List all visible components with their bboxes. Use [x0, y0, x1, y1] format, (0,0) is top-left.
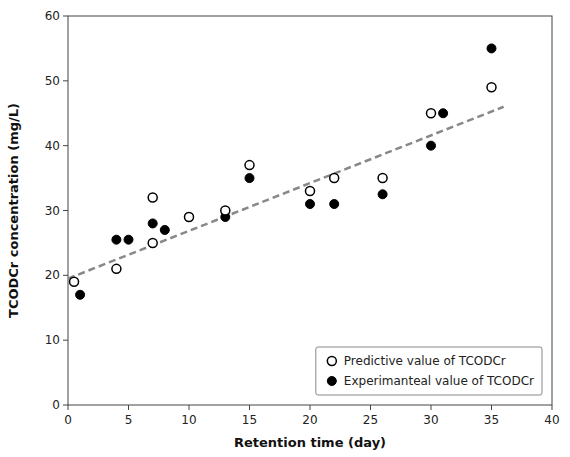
legend-marker [327, 357, 336, 366]
open-point [148, 238, 157, 247]
x-tick [552, 405, 553, 410]
y-tick-label: 0 [52, 398, 60, 412]
open-point [221, 206, 230, 215]
filled-point [330, 200, 339, 209]
x-tick [249, 405, 250, 410]
x-tick [68, 405, 69, 410]
y-tick-label: 60 [45, 9, 60, 23]
open-point [330, 174, 339, 183]
open-point [112, 264, 121, 273]
chart: 0 5 10 15 20 25 30 35 40 0 10 20 30 40 50 60 Retention t… [0, 0, 570, 457]
y-tick [63, 145, 68, 146]
filled-point [245, 174, 254, 183]
x-tick-label: 30 [423, 413, 438, 427]
open-point [70, 277, 79, 286]
y-tick [63, 275, 68, 276]
x-tick-label: 20 [302, 413, 317, 427]
open-point [306, 187, 315, 196]
y-tick [63, 210, 68, 211]
filled-point [112, 235, 121, 244]
x-tick-label: 10 [181, 413, 196, 427]
filled-point [160, 225, 169, 234]
filled-point [427, 141, 436, 150]
legend-marker [327, 377, 336, 386]
y-tick [63, 340, 68, 341]
filled-point [124, 235, 133, 244]
trend-line [68, 107, 504, 279]
open-point [245, 161, 254, 170]
filled-point [148, 219, 157, 228]
y-tick-label: 20 [45, 268, 60, 282]
legend-label: Experimanteal value of TCODCr [344, 374, 534, 388]
y-tick [63, 405, 68, 406]
filled-point [487, 44, 496, 53]
y-tick [63, 80, 68, 81]
plot-area [68, 44, 504, 299]
filled-point [378, 190, 387, 199]
x-tick [128, 405, 129, 410]
x-tick [310, 405, 311, 410]
x-tick [189, 405, 190, 410]
x-tick [491, 405, 492, 410]
y-tick-label: 50 [45, 74, 60, 88]
x-tick-label: 0 [64, 413, 72, 427]
filled-point [306, 200, 315, 209]
x-tick-label: 5 [125, 413, 133, 427]
x-tick-label: 40 [544, 413, 559, 427]
filled-point [76, 290, 85, 299]
x-tick-label: 25 [363, 413, 378, 427]
x-tick [370, 405, 371, 410]
filled-point [185, 212, 194, 221]
x-axis-label: Retention time (day) [234, 435, 386, 450]
y-tick-label: 40 [45, 139, 60, 153]
y-tick [63, 16, 68, 17]
open-point [378, 174, 387, 183]
open-point [427, 109, 436, 118]
x-tick-label: 15 [242, 413, 257, 427]
y-tick-label: 30 [45, 204, 60, 218]
y-axis-label: TCODCr concentration (mg/L) [6, 103, 21, 318]
legend: Predictive value of TCODCr Experimanteal … [316, 347, 542, 395]
open-point [185, 212, 194, 221]
x-tick-label: 35 [484, 413, 499, 427]
legend-label: Predictive value of TCODCr [344, 354, 506, 368]
x-tick [431, 405, 432, 410]
legend-box [316, 347, 542, 395]
open-point [487, 83, 496, 92]
y-tick-label: 10 [45, 333, 60, 347]
open-point [148, 193, 157, 202]
plot-frame [68, 16, 552, 405]
filled-point [439, 109, 448, 118]
